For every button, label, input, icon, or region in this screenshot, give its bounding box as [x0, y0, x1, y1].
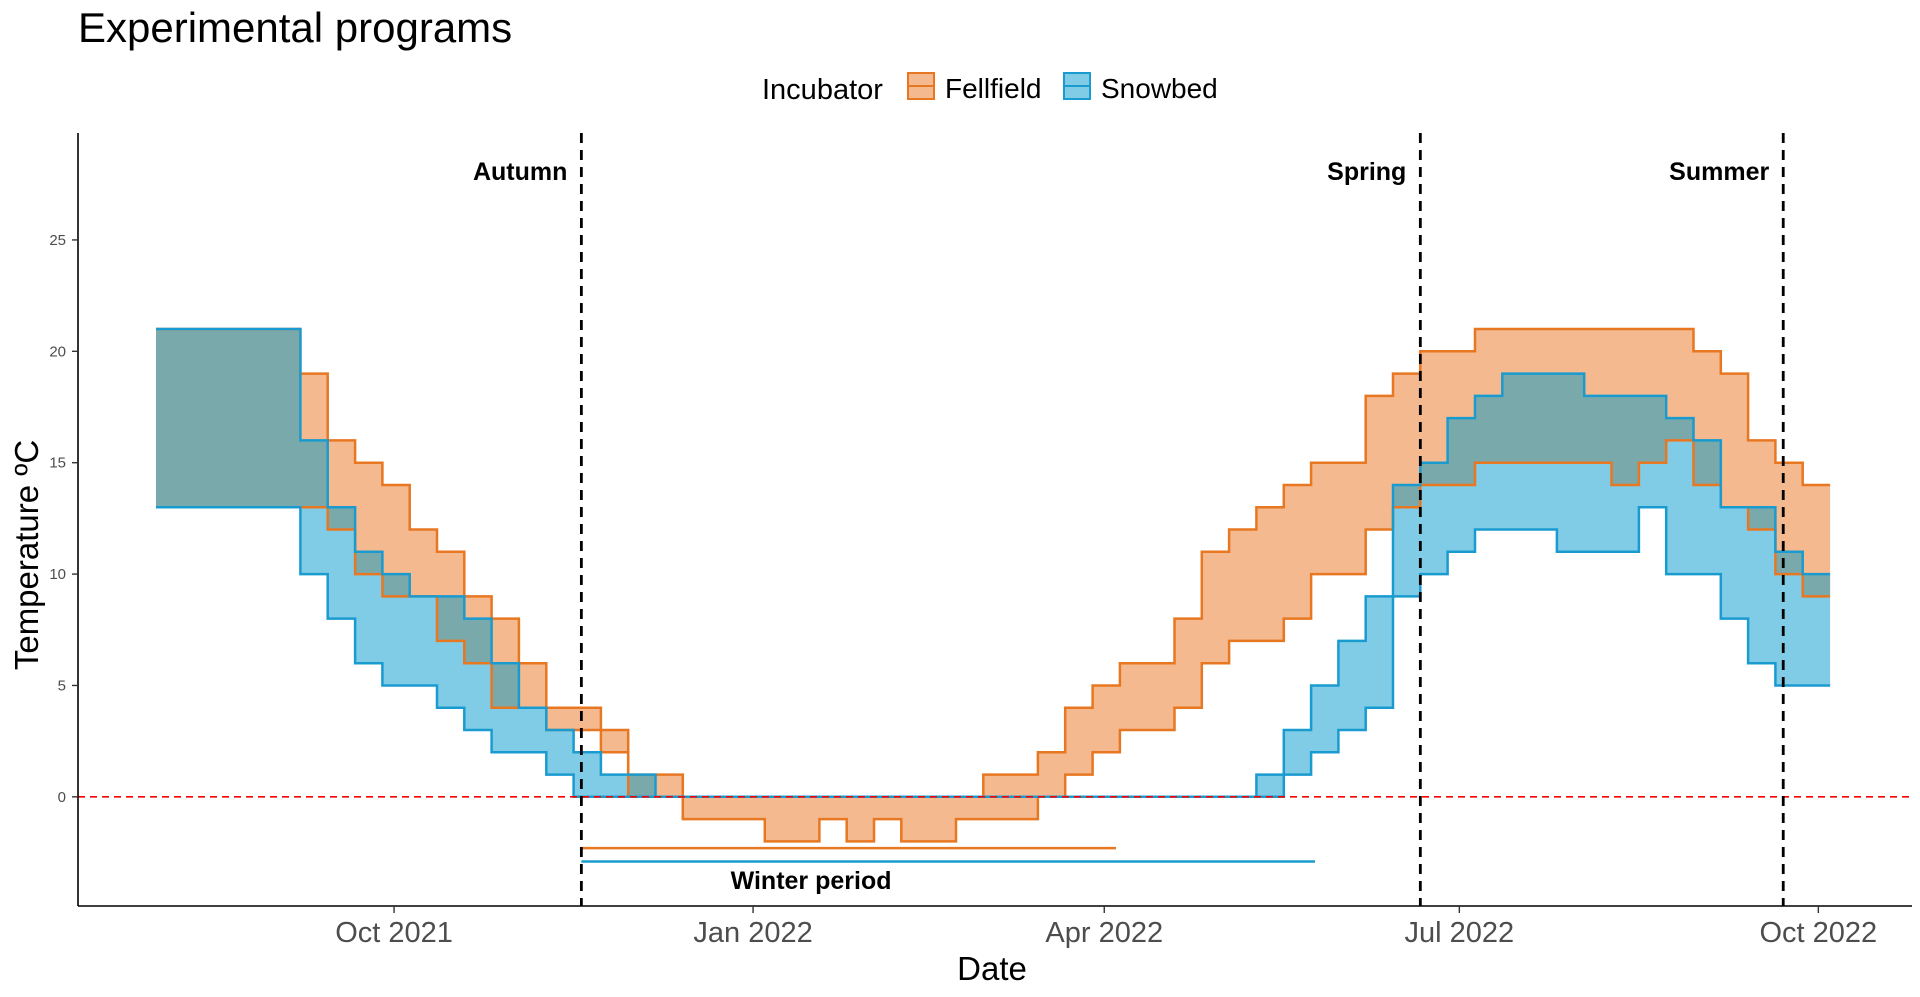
legend-title: Incubator [762, 74, 883, 106]
season-label-summer: Summer [1669, 158, 1769, 186]
y-tick-label: 15 [49, 455, 66, 472]
y-axis-title: Temperature ºC [8, 440, 45, 670]
legend: Incubator Fellfield Snowbed [762, 72, 1218, 106]
y-tick-label: 25 [49, 232, 66, 249]
ribbon-overlap [156, 329, 1831, 797]
plot-area: Autumn Spring Summer Winter period 0 5 10 15 20 2… [49, 133, 1912, 949]
x-tick-label: Oct 2022 [1760, 917, 1878, 949]
y-tick-label: 20 [49, 343, 66, 360]
x-tick-label: Jul 2022 [1405, 917, 1515, 949]
legend-label-snowbed: Snowbed [1101, 73, 1218, 104]
season-label-spring: Spring [1327, 158, 1406, 186]
y-tick-label: 5 [58, 677, 66, 694]
x-tick-label: Apr 2022 [1045, 917, 1163, 949]
y-tick-label: 10 [49, 566, 66, 583]
line-lower-snowbed [156, 505, 1831, 799]
line-upper-fellfield [156, 327, 1831, 799]
chart-title: Experimental programs [78, 4, 513, 51]
x-tick-label: Oct 2021 [335, 917, 453, 949]
season-label-autumn: Autumn [473, 158, 567, 186]
x-axis-title: Date [957, 950, 1027, 987]
legend-label-fellfield: Fellfield [945, 73, 1041, 104]
y-tick-label: 0 [58, 789, 66, 806]
ribbon-fellfield [156, 329, 1831, 842]
x-tick-label: Jan 2022 [693, 917, 812, 949]
winter-period-label: Winter period [731, 867, 892, 895]
line-lower-fellfield [156, 439, 1831, 843]
line-upper-snowbed [156, 327, 1831, 799]
